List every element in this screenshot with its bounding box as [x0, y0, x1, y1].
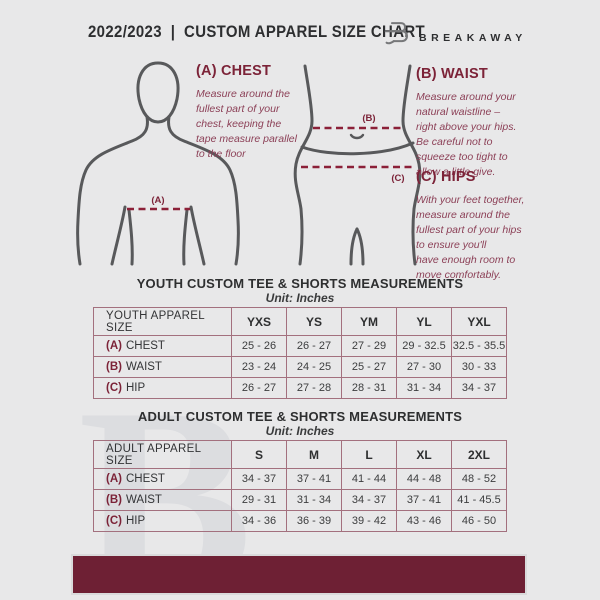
youth-size-table: YOUTH APPAREL SIZE YXS YS YM YL YXL (A) C… — [93, 307, 507, 399]
chart-title: CUSTOM APPAREL SIZE CHART — [184, 22, 426, 41]
youth-table-unit: Unit: Inches — [265, 291, 335, 305]
cell: 37 - 41 — [286, 468, 342, 490]
cell: 26 - 27 — [231, 377, 287, 399]
cell: 31 - 34 — [286, 489, 342, 511]
page-title: 2022/2023 | CUSTOM APPAREL SIZE CHART — [88, 22, 425, 42]
cell: 41 - 45.5 — [451, 489, 507, 511]
size-col-2xl: 2XL — [451, 440, 507, 469]
size-col-yxl: YXL — [451, 307, 507, 336]
hips-marker-label: (C) — [391, 173, 404, 184]
table-row: (B) WAIST 23 - 24 24 - 25 25 - 27 27 - 30… — [93, 356, 507, 378]
row-marker: (B) — [106, 494, 122, 506]
waist-note: (B) WAIST Measure around your natural wa… — [416, 66, 522, 179]
cell: 46 - 50 — [451, 510, 507, 532]
title-divider: | — [170, 22, 176, 41]
adult-header-row: ADULT APPAREL SIZE S M L XL 2XL — [93, 440, 507, 469]
season-label: 2022/2023 — [88, 22, 162, 41]
cell: 30 - 33 — [451, 356, 507, 378]
table-row: (A) CHEST 25 - 26 26 - 27 27 - 29 29 - 32… — [93, 335, 507, 357]
row-marker: (A) — [106, 340, 122, 352]
row-label: CHEST — [125, 340, 165, 352]
chest-marker-label: (A) — [151, 195, 164, 206]
torso-outline — [76, 61, 240, 266]
row-marker: (C) — [106, 382, 122, 394]
adult-table-unit: Unit: Inches — [265, 424, 335, 438]
youth-table-title: YOUTH CUSTOM TEE & SHORTS MEASUREMENTS — [136, 276, 464, 291]
cell: 24 - 25 — [286, 356, 342, 378]
cell: 27 - 29 — [341, 335, 397, 357]
cell: 32.5 - 35.5 — [451, 335, 507, 357]
cell: 31 - 34 — [396, 377, 452, 399]
cell: 44 - 48 — [396, 468, 452, 490]
size-col-yxs: YXS — [231, 307, 287, 336]
size-col-ys: YS — [286, 307, 342, 336]
brand-lockup: BREAKAWAY — [383, 19, 527, 52]
size-col-xl: XL — [396, 440, 452, 469]
size-col-m: M — [286, 440, 342, 469]
cell: 43 - 46 — [396, 510, 452, 532]
chest-description: Measure around the fullest part of your … — [196, 88, 297, 160]
cell: 28 - 31 — [341, 377, 397, 399]
youth-header-row: YOUTH APPAREL SIZE YXS YS YM YL YXL — [93, 307, 507, 336]
cell: 34 - 36 — [231, 510, 287, 532]
measurement-lines — [127, 126, 416, 211]
adult-size-column-header: ADULT APPAREL SIZE — [93, 440, 232, 469]
size-col-ym: YM — [341, 307, 397, 336]
table-row: (B) WAIST 29 - 31 31 - 34 34 - 37 37 - 41… — [93, 489, 507, 511]
waist-heading: (B) WAIST — [416, 66, 488, 82]
hips-outline — [293, 64, 422, 266]
cell: 41 - 44 — [341, 468, 397, 490]
row-label: HIP — [125, 382, 146, 394]
chest-heading: (A) CHEST — [196, 63, 272, 79]
cell: 37 - 41 — [396, 489, 452, 511]
cell: 25 - 26 — [231, 335, 287, 357]
cell: 34 - 37 — [451, 377, 507, 399]
youth-size-column-header: YOUTH APPAREL SIZE — [93, 307, 232, 336]
cell: 39 - 42 — [341, 510, 397, 532]
size-col-yl: YL — [396, 307, 452, 336]
cell: 36 - 39 — [286, 510, 342, 532]
size-col-s: S — [231, 440, 287, 469]
adult-size-table: ADULT APPAREL SIZE S M L XL 2XL (A) CHEST… — [93, 440, 507, 532]
cell: 23 - 24 — [231, 356, 287, 378]
row-label: CHEST — [125, 473, 165, 485]
hips-heading: (C) HIPS — [416, 169, 476, 185]
table-row: (C) HIP 26 - 27 27 - 28 28 - 31 31 - 34 3… — [93, 377, 507, 399]
row-label: HIP — [125, 515, 146, 527]
cell: 34 - 37 — [231, 468, 287, 490]
table-row: (C) HIP 34 - 36 36 - 39 39 - 42 43 - 46 4… — [93, 510, 507, 532]
size-col-l: L — [341, 440, 397, 469]
table-row: (A) CHEST 34 - 37 37 - 41 41 - 44 44 - 48… — [93, 468, 507, 490]
brand-name: BREAKAWAY — [419, 31, 527, 44]
row-marker: (C) — [106, 515, 122, 527]
cell: 48 - 52 — [451, 468, 507, 490]
row-label: WAIST — [125, 494, 162, 506]
hips-description: With your feet together, measure around … — [416, 194, 525, 281]
cell: 29 - 32.5 — [396, 335, 452, 357]
waist-marker-label: (B) — [362, 113, 375, 124]
waist-description: Measure around your natural waistline – … — [416, 91, 517, 178]
breakaway-logo-icon — [383, 19, 410, 52]
cell: 34 - 37 — [341, 489, 397, 511]
chest-note: (A) CHEST Measure around the fullest par… — [196, 63, 302, 162]
footer-bar — [71, 554, 527, 595]
adult-table-title: ADULT CUSTOM TEE & SHORTS MEASUREMENTS — [137, 409, 463, 424]
row-marker: (A) — [106, 473, 122, 485]
row-label: WAIST — [125, 361, 162, 373]
cell: 26 - 27 — [286, 335, 342, 357]
cell: 25 - 27 — [341, 356, 397, 378]
hips-note: (C) HIPS With your feet together, measur… — [416, 169, 528, 282]
cell: 27 - 30 — [396, 356, 452, 378]
row-marker: (B) — [106, 361, 122, 373]
cell: 27 - 28 — [286, 377, 342, 399]
cell: 29 - 31 — [231, 489, 287, 511]
